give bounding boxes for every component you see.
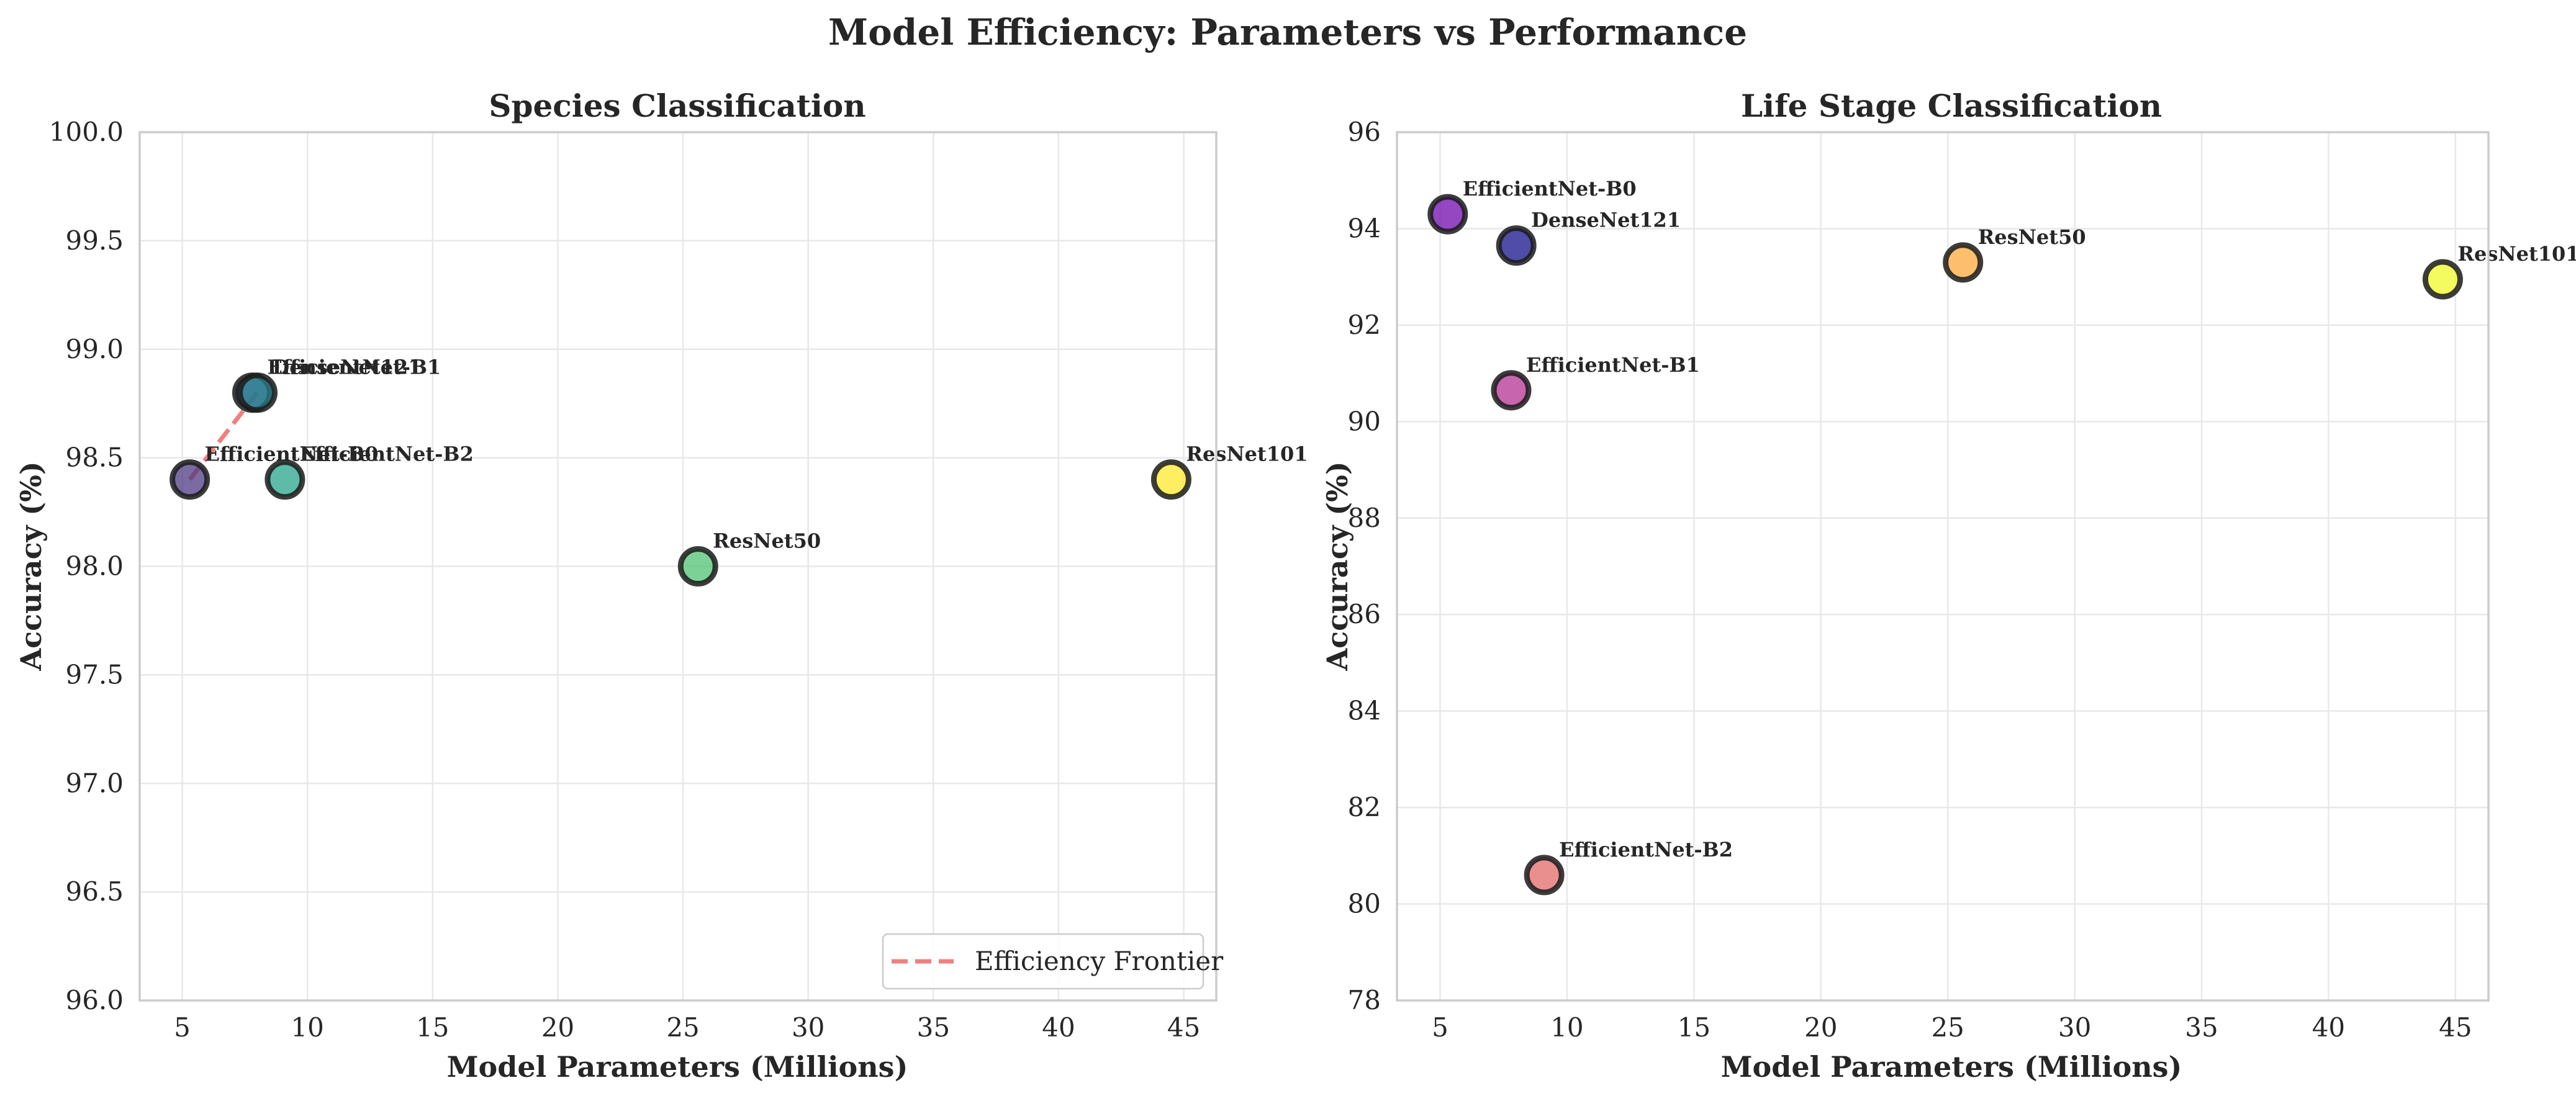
life-stage-data-point [1496,225,1537,266]
species-y-tick-label: 96.5 [65,876,124,907]
life-stage-plot-frame [1396,131,2490,1002]
species-y-tick-label: 99.0 [65,334,124,364]
life-stage-y-tick-label: 88 [1348,503,1381,533]
life-stage-point-label: ResNet50 [1978,225,2086,249]
species-y-tick-label: 98.5 [65,443,124,473]
life-stage-y-tick-label: 86 [1348,599,1381,629]
species-x-tick-label: 25 [666,1012,699,1043]
life-stage-point-label: ResNet101 [2457,242,2576,266]
life-stage-x-tick-label: 5 [1432,1012,1448,1043]
species-x-tick-label: 10 [291,1012,323,1043]
species-x-tick-label: 35 [917,1012,950,1043]
species-data-point [237,372,278,413]
species-chart-title: Species Classification [489,88,865,124]
life-stage-point-label: EfficientNet-B2 [1559,838,1733,861]
species-y-tick-label: 99.5 [65,225,124,256]
species-x-axis-label: Model Parameters (Millions) [447,1050,908,1084]
life-stage-x-tick-label: 15 [1678,1012,1711,1043]
species-point-label: EfficientNet-B0 [205,443,379,466]
species-data-point [677,546,718,586]
life-stage-data-point [1524,855,1565,896]
species-legend: Efficiency Frontier [882,933,1224,990]
life-stage-y-tick-label: 92 [1348,310,1381,340]
species-y-tick-label: 97.5 [65,659,124,690]
life-stage-y-tick-label: 94 [1348,213,1381,243]
species-efficiency-frontier-line [188,391,260,481]
life-stage-data-point [1427,194,1468,235]
life-stage-y-tick-label: 84 [1348,696,1381,726]
species-y-tick-label: 98.0 [65,551,124,582]
life-stage-y-tick-label: 82 [1348,792,1381,822]
species-y-tick-label: 96.0 [65,985,124,1015]
species-point-label: EfficientNet-B1 [267,356,441,379]
species-point-label: DenseNet121 [273,356,422,379]
species-point-label: ResNet50 [713,529,821,553]
life-stage-y-tick-label: 96 [1348,117,1381,147]
life-stage-data-point [1491,370,1532,411]
figure-title: Model Efficiency: Parameters vs Performa… [828,11,1747,53]
species-data-point [264,459,305,500]
life-stage-point-label: EfficientNet-B0 [1463,177,1637,200]
species-y-tick-label: 100.0 [49,117,124,147]
life-stage-point-label: EfficientNet-B1 [1526,353,1700,377]
species-x-tick-label: 20 [541,1012,574,1043]
species-x-tick-label: 5 [174,1012,191,1043]
species-data-point [169,459,210,500]
species-plot-frame [138,131,1218,1002]
life-stage-chart-title: Life Stage Classification [1741,88,2162,124]
species-point-label: EfficientNet-B2 [300,443,474,466]
life-stage-x-tick-label: 45 [2439,1012,2472,1043]
species-y-tick-label: 97.0 [65,768,124,798]
life-stage-x-tick-label: 40 [2312,1012,2345,1043]
life-stage-y-tick-label: 80 [1348,889,1381,919]
species-x-tick-label: 40 [1042,1012,1075,1043]
life-stage-x-tick-label: 20 [1804,1012,1837,1043]
species-x-tick-label: 15 [416,1012,449,1043]
species-x-tick-label: 30 [792,1012,825,1043]
legend-frontier-label: Efficiency Frontier [975,946,1224,976]
life-stage-x-axis-label: Model Parameters (Millions) [1721,1050,2182,1084]
life-stage-y-tick-label: 90 [1348,406,1381,436]
species-y-axis-label: Accuracy (%) [14,461,48,671]
life-stage-data-point [2422,259,2463,300]
life-stage-data-point [1943,242,1984,283]
species-point-label: ResNet101 [1186,443,1308,466]
species-x-tick-label: 45 [1167,1012,1200,1043]
life-stage-chart: Life Stage Classification EfficientNet-B… [1321,88,2576,1084]
life-stage-x-tick-label: 10 [1550,1012,1583,1043]
life-stage-x-tick-label: 35 [2185,1012,2218,1043]
species-chart: Species Classification EfficientNet-B0Ef… [14,88,1308,1084]
life-stage-x-tick-label: 25 [1931,1012,1964,1043]
life-stage-y-tick-label: 78 [1348,985,1381,1015]
life-stage-y-axis-label: Accuracy (%) [1321,461,1354,671]
life-stage-point-label: DenseNet121 [1531,209,1681,232]
species-data-point [1150,459,1191,500]
life-stage-x-tick-label: 30 [2058,1012,2091,1043]
